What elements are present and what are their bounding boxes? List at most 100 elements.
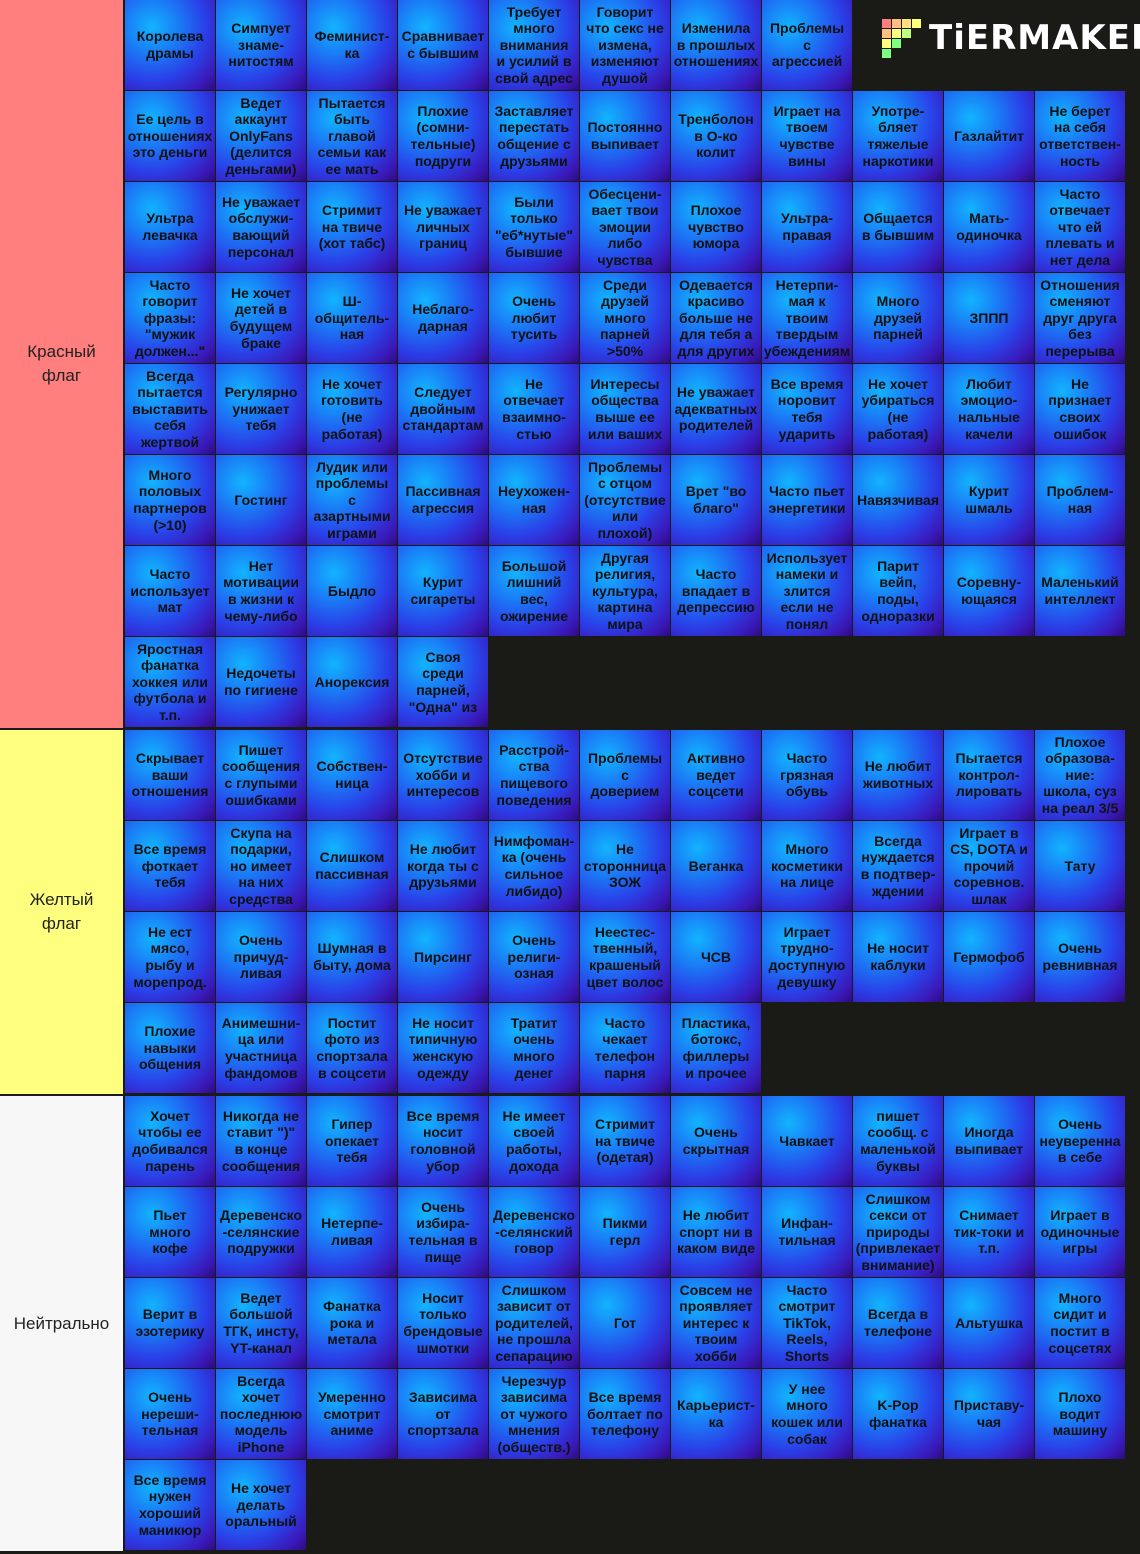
tier-item: Часто впадает в депрессию xyxy=(671,546,761,636)
tier-item: Феминист- ка xyxy=(307,0,397,90)
tier-item: Регулярно унижает тебя xyxy=(216,364,306,454)
tier-item: Скрывает ваши отношения xyxy=(125,730,215,820)
tier-item: Маленький интеллект xyxy=(1035,546,1125,636)
tier-item: Плохое чувство юмора xyxy=(671,182,761,272)
tier-item: Деревенско -селянские подружки xyxy=(216,1187,306,1277)
tier-item: Часто чекает телефон парня xyxy=(580,1003,670,1093)
tier-item: Тату xyxy=(1035,821,1125,911)
tier-item: Анорексия xyxy=(307,637,397,727)
tier-item: Иногда выпивает xyxy=(944,1096,1034,1186)
tier-item: Верит в эзотерику xyxy=(125,1278,215,1368)
tier-item: Слишком зависит от родителей, не прошла … xyxy=(489,1278,579,1368)
tier-row: Красный флаг Королева драмы Симпует знаме-… xyxy=(0,0,1140,730)
tier-item: Говорит что секс не измена, изменяют душ… xyxy=(580,0,670,90)
tier-item: Не любит животных xyxy=(853,730,943,820)
tier-item: Пассивная агрессия xyxy=(398,455,488,545)
tier-item: Общается в бывшим xyxy=(853,182,943,272)
tier-item: Обесцени- вает твои эмоции либо чувства xyxy=(580,182,670,272)
tier-item: Не уважает личных границ xyxy=(398,182,488,272)
tier-item: Плохие навыки общения xyxy=(125,1003,215,1093)
tier-item: Много друзей парней xyxy=(853,273,943,363)
tier-item: Гипер опекает тебя xyxy=(307,1096,397,1186)
tier-item: K-Pop фанатка xyxy=(853,1369,943,1459)
tier-item: Не отвечает взаимно- стью xyxy=(489,364,579,454)
tier-item: Не носит каблуки xyxy=(853,912,943,1002)
tier-item: Очень избира- тельная в пище xyxy=(398,1187,488,1277)
tier-item: Изменила в прошлых отношениях xyxy=(671,0,761,90)
tier-item: Играет на твоем чувстве вины xyxy=(762,91,852,181)
tier-item: Соревну- ющаяся xyxy=(944,546,1034,636)
tier-item: Очень религи- озная xyxy=(489,912,579,1002)
tier-item: Активно ведет соцсети xyxy=(671,730,761,820)
tier-item: Все время фоткает тебя xyxy=(125,821,215,911)
tier-item: Очень ревнивная xyxy=(1035,912,1125,1002)
tier-item: Отсутствие хобби и интересов xyxy=(398,730,488,820)
tier-item: Не носит типичную женскую одежду xyxy=(398,1003,488,1093)
tier-item: Часто пьет энергетики xyxy=(762,455,852,545)
tier-item: Скупа на подарки, но имеет на них средст… xyxy=(216,821,306,911)
tier-item: Постоянно выпивает xyxy=(580,91,670,181)
tier-item: Все время носит головной убор xyxy=(398,1096,488,1186)
tier-item: Неухожен- ная xyxy=(489,455,579,545)
tier-item: пишет сообщ. с маленькой буквы xyxy=(853,1096,943,1186)
tier-item: Постит фото из спортзала в соцсети xyxy=(307,1003,397,1093)
tier-item: Проблемы с отцом (отсутствие или плохой) xyxy=(580,455,670,545)
tier-item: Неблаго- дарная xyxy=(398,273,488,363)
tier-item: Стримит на твиче (одетая) xyxy=(580,1096,670,1186)
tier-item: Снимает тик-токи и т.п. xyxy=(944,1187,1034,1277)
tier-item: Плохо водит машину xyxy=(1035,1369,1125,1459)
tier-item: Слишком секси от природы (привлекает вни… xyxy=(853,1187,943,1277)
tier-item: Ультра левачка xyxy=(125,182,215,272)
tier-item: Часто говорит фразы: "мужик должен..." xyxy=(125,273,215,363)
tier-label: Нейтрально xyxy=(0,1096,125,1551)
tier-item: Слишком пассивная xyxy=(307,821,397,911)
tier-item: Парит вейп, поды, одноразки xyxy=(853,546,943,636)
tier-item: Сравнивает с бывшим xyxy=(398,0,488,90)
tier-item: Зависима от спортзала xyxy=(398,1369,488,1459)
tier-item: Недочеты по гигиене xyxy=(216,637,306,727)
tier-item: Пытается контрол- лировать xyxy=(944,730,1034,820)
tier-item: Интересы общества выше ее или ваших xyxy=(580,364,670,454)
tier-item: Газлайтит xyxy=(944,91,1034,181)
tier-item: Всегда хочет последнюю модель iPhone xyxy=(216,1369,306,1459)
tier-item: Хочет чтобы ее добивался парень xyxy=(125,1096,215,1186)
tier-item: Карьерист- ка xyxy=(671,1369,761,1459)
tier-label: Желтый флаг xyxy=(0,730,125,1094)
tier-row: Желтый флаг Скрывает ваши отношения Пишет … xyxy=(0,730,1140,1096)
tier-item: Совсем не проявляет интерес к твоим хобб… xyxy=(671,1278,761,1368)
tier-item: Навязчивая xyxy=(853,455,943,545)
tier-item: Пишет сообщения с глупыми ошибками xyxy=(216,730,306,820)
tier-item: Играет трудно- доступную девушку xyxy=(762,912,852,1002)
tier-item: Были только "еб*нутые" бывшие xyxy=(489,182,579,272)
tier-item: Очень неуверенна в себе xyxy=(1035,1096,1125,1186)
tier-item: ЗППП xyxy=(944,273,1034,363)
tier-item: Не хочет детей в будущем браке xyxy=(216,273,306,363)
tier-item: Гот xyxy=(580,1278,670,1368)
tier-item: Носит только брендовые шмотки xyxy=(398,1278,488,1368)
tier-item: Использует намеки и злится если не понял xyxy=(762,546,852,636)
tier-item: Пирсинг xyxy=(398,912,488,1002)
tier-items: Королева драмы Симпует знаме- нитостям Фем… xyxy=(125,0,1138,728)
tier-item: Тратит очень много денег xyxy=(489,1003,579,1093)
tier-item: Очень скрытная xyxy=(671,1096,761,1186)
tier-item: Плохое образова- ние: школа, суз на реал… xyxy=(1035,730,1125,820)
tier-item: Проблемы с агрессией xyxy=(762,0,852,90)
tier-item: Пластика, ботокс, филлеры и прочее xyxy=(671,1003,761,1093)
tier-item: Много половых партнеров (>10) xyxy=(125,455,215,545)
tier-item: Заставляет перестать общение с друзьями xyxy=(489,91,579,181)
tier-item: Не хочет делать оральный xyxy=(216,1460,306,1550)
logo: TiERMAKER xyxy=(882,18,1140,58)
tier-items: Скрывает ваши отношения Пишет сообщения с… xyxy=(125,730,1138,1094)
tier-item: Фанатка рока и метала xyxy=(307,1278,397,1368)
tier-item: Яростная фанатка хоккея или футбола и т.… xyxy=(125,637,215,727)
tier-item: Курит шмаль xyxy=(944,455,1034,545)
tier-item: Плохие (сомни- тельные) подруги xyxy=(398,91,488,181)
tier-item: Очень любит тусить xyxy=(489,273,579,363)
tier-item: Альтушка xyxy=(944,1278,1034,1368)
tier-row: Нейтрально Хочет чтобы ее добивался парен… xyxy=(0,1096,1140,1553)
tier-item: Приставу- чая xyxy=(944,1369,1034,1459)
tier-item: Нимфоман- ка (очень сильное либидо) xyxy=(489,821,579,911)
tier-item: Ведет аккаунт OnlyFans (делится деньгами… xyxy=(216,91,306,181)
